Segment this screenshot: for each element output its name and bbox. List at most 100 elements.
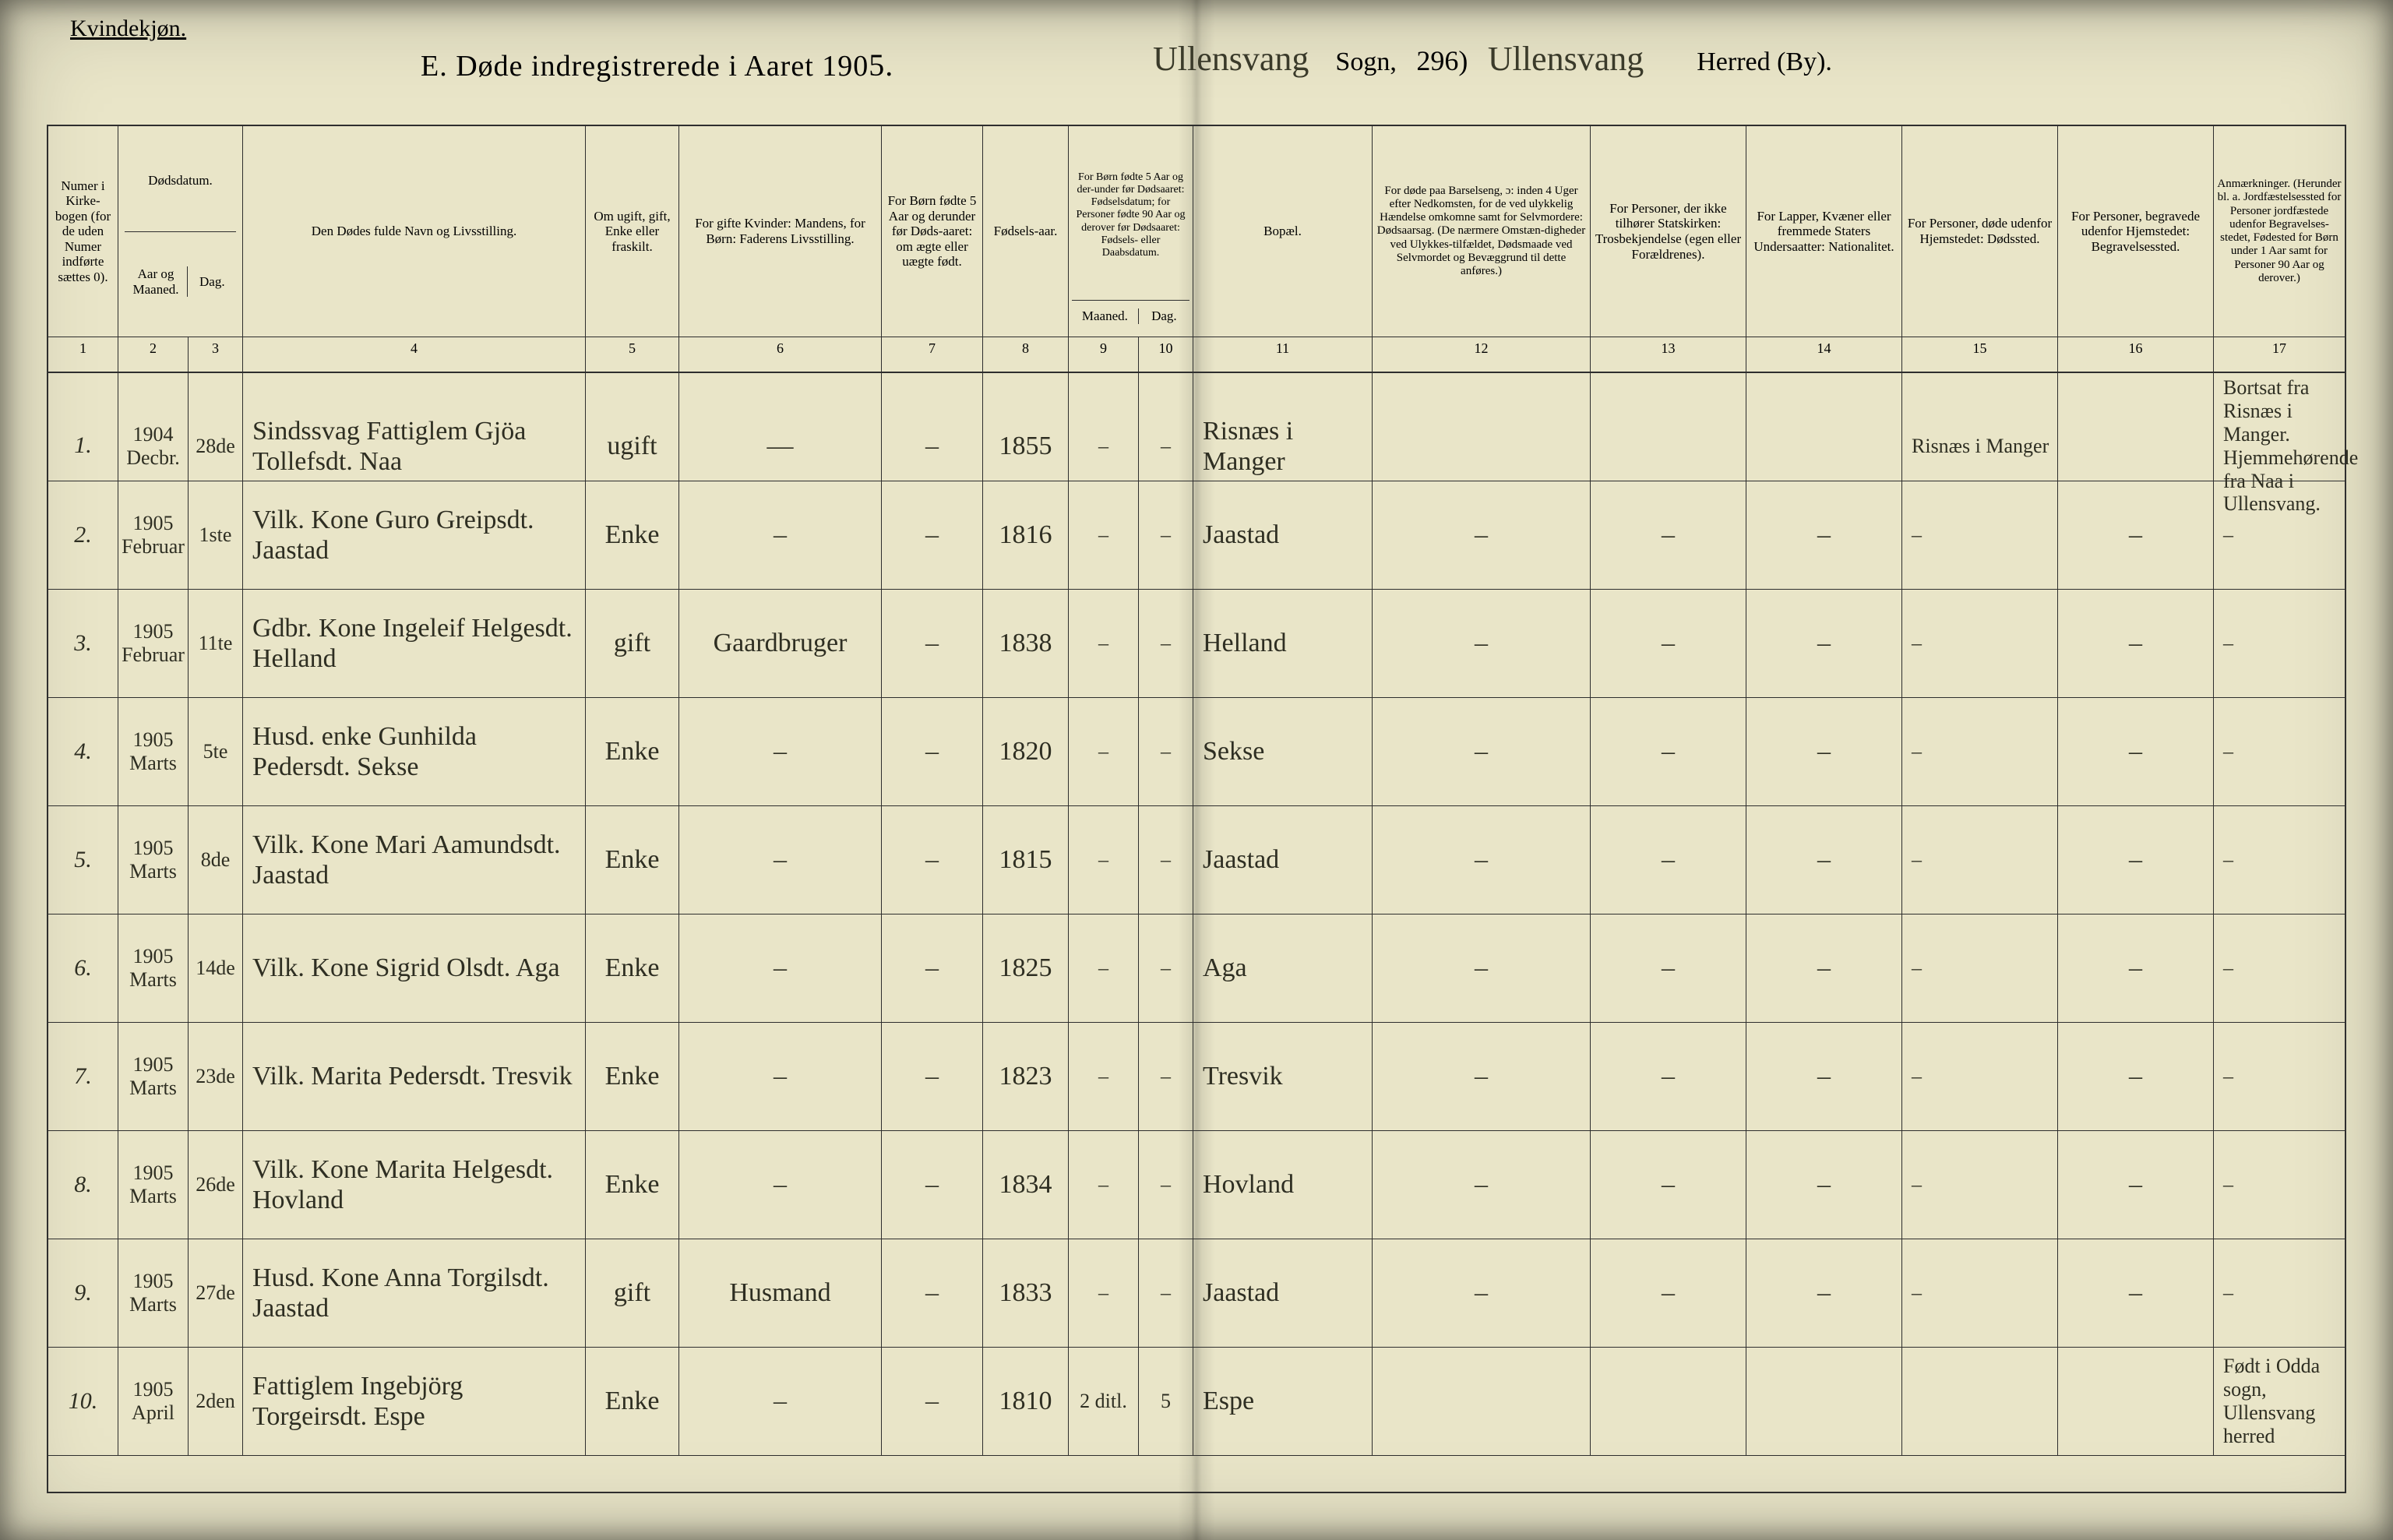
cell-cause: – [1373,1131,1591,1239]
cell-name: Vilk. Kone Marita Helgesdt. Hovland [243,1131,586,1239]
cell-burial: – [2058,914,2214,1022]
cell-cause [1373,1348,1591,1455]
title-year-hand: 5. [869,48,893,83]
cell-n: 8. [48,1131,118,1239]
cell-nation: – [1746,481,1902,589]
cell-legit: – [882,481,983,589]
cell-remarks: – [2214,698,2345,805]
cell-name: Vilk. Kone Sigrid Olsdt. Aga [243,914,586,1022]
cell-name: Vilk. Kone Mari Aamundsdt. Jaastad [243,806,586,914]
col-num: 17 [2214,337,2345,372]
cell-day: 23de [189,1023,243,1130]
cell-husband: Gaardbruger [679,590,882,697]
cell-birth_year: 1838 [983,590,1069,697]
col-header-15: For Personer, døde udenfor Hjemstedet: D… [1902,126,2058,337]
col-header-9: Maaned. [1072,308,1139,324]
cell-remarks: – [2214,1131,2345,1239]
col-header-10: Dag. [1139,308,1189,324]
cell-residence: Helland [1193,590,1373,697]
col-header-4: Den Dødes fulde Navn og Livsstilling. [243,126,586,337]
cell-death_place: – [1902,1023,2058,1130]
col-num: 3 [189,337,243,372]
col-header-6: For gifte Kvinder: Mandens, for Børn: Fa… [679,126,882,337]
cell-b_day: 5 [1139,1348,1193,1455]
cell-year_month: 1905 Februar [118,590,189,697]
cell-day: 8de [189,806,243,914]
cell-legit: – [882,1348,983,1455]
cell-day: 14de [189,914,243,1022]
cell-day: 26de [189,1131,243,1239]
cell-year_month: 1905 Februar [118,481,189,589]
cell-cause: – [1373,590,1591,697]
cell-legit: – [882,914,983,1022]
cell-nation: – [1746,1131,1902,1239]
cell-faith: – [1591,1239,1746,1347]
cell-b_day: – [1139,481,1193,589]
cell-b_month: – [1069,806,1139,914]
cell-husband: – [679,1023,882,1130]
col-num: 4 [243,337,586,372]
cell-nation: – [1746,698,1902,805]
col-header-12: For døde paa Barselseng, ɔ: inden 4 Uger… [1373,126,1591,337]
cell-year_month: 1905 Marts [118,698,189,805]
cell-death_place: – [1902,914,2058,1022]
cell-nation: – [1746,806,1902,914]
cell-residence: Jaastad [1193,1239,1373,1347]
cell-b_day: – [1139,1023,1193,1130]
cell-husband: – [679,914,882,1022]
cell-b_day: – [1139,698,1193,805]
cell-nation: – [1746,590,1902,697]
cell-birth_year: 1825 [983,914,1069,1022]
cell-year_month: 1905 Marts [118,1023,189,1130]
cell-residence: Jaastad [1193,806,1373,914]
cell-legit: – [882,1239,983,1347]
cell-day: 5te [189,698,243,805]
cell-n: 9. [48,1239,118,1347]
col-header-2-3: Dødsdatum. Aar og Maaned. Dag. [118,126,243,337]
cell-birth_year: 1810 [983,1348,1069,1455]
cell-birth_year: 1833 [983,1239,1069,1347]
cell-faith: – [1591,481,1746,589]
cell-husband: – [679,481,882,589]
cell-remarks: – [2214,806,2345,914]
table-row: 7.1905 Marts23deVilk. Marita Pedersdt. T… [48,1023,2345,1131]
cell-death_place: – [1902,806,2058,914]
page-number-hand: 296) [1416,45,1468,76]
cell-nation: – [1746,1239,1902,1347]
parish-name-hand: Ullensvang [1153,40,1309,78]
cell-residence: Hovland [1193,1131,1373,1239]
cell-nation: – [1746,1023,1902,1130]
cell-cause: – [1373,806,1591,914]
col-header-birthdate: For Børn fødte 5 Aar og der-under før Dø… [1072,131,1189,301]
cell-b_month: – [1069,481,1139,589]
table-row: 3.1905 Februar11teGdbr. Kone Ingeleif He… [48,590,2345,698]
cell-name: Vilk. Kone Guro Greipsdt. Jaastad [243,481,586,589]
cell-residence: Espe [1193,1348,1373,1455]
table-column-numbers: 1 2 3 4 5 6 7 8 9 10 11 12 13 14 15 16 1… [48,337,2345,373]
cell-b_day: – [1139,914,1193,1022]
col-header-13: For Personer, der ikke tilhører Statskir… [1591,126,1746,337]
col-num: 14 [1746,337,1902,372]
cell-b_month: – [1069,914,1139,1022]
cell-faith [1591,1348,1746,1455]
table-row: 6.1905 Marts14deVilk. Kone Sigrid Olsdt.… [48,914,2345,1023]
col-num: 6 [679,337,882,372]
parish-block: Ullensvang Sogn, 296) Ullensvang Herred … [1153,39,1832,79]
cell-husband: – [679,1131,882,1239]
cell-n: 4. [48,698,118,805]
cell-status: Enke [586,1023,679,1130]
col-header-14: For Lapper, Kvæner eller fremmede Stater… [1746,126,1902,337]
table-row: 4.1905 Marts5teHusd. enke Gunhilda Peder… [48,698,2345,806]
cell-name: Fattiglem Ingebjörg Torgeirsdt. Espe [243,1348,586,1455]
cell-status: Enke [586,1131,679,1239]
title-printed: E. Døde indregistrerede i Aaret 190 [421,50,869,83]
cell-burial: – [2058,590,2214,697]
col-num: 11 [1193,337,1373,372]
col-num: 15 [1902,337,2058,372]
cell-b_day: – [1139,806,1193,914]
cell-status: Enke [586,1348,679,1455]
col-header-9-10: For Børn fødte 5 Aar og der-under før Dø… [1069,126,1193,337]
cell-legit: – [882,806,983,914]
col-header-8: Fødsels-aar. [983,126,1069,337]
cell-husband: – [679,1348,882,1455]
